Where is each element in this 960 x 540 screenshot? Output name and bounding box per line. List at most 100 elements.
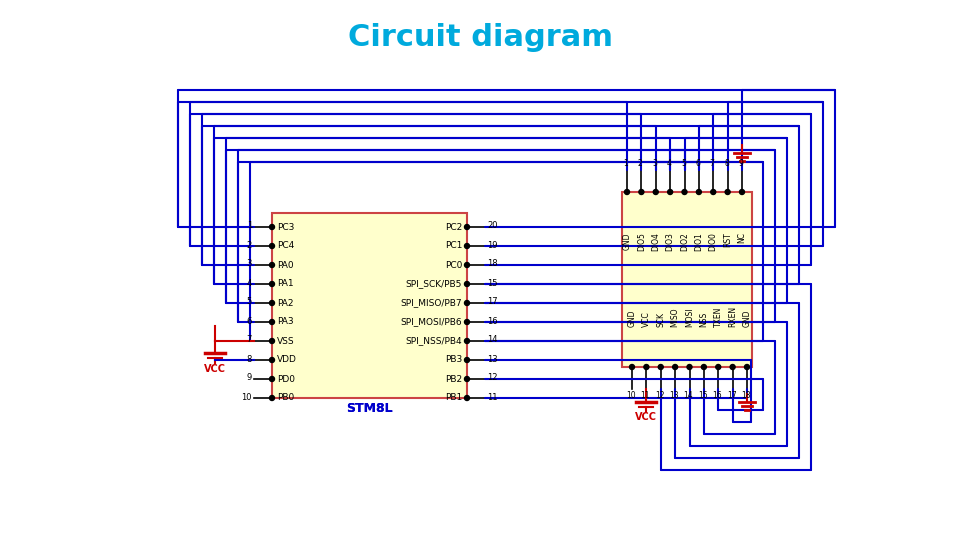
Circle shape [270, 339, 275, 343]
Text: GND: GND [742, 309, 752, 327]
Text: DIO5: DIO5 [636, 232, 646, 251]
Text: 3: 3 [247, 260, 252, 268]
Circle shape [687, 364, 692, 369]
Text: SPI_SCK/PB5: SPI_SCK/PB5 [406, 280, 462, 288]
Circle shape [716, 364, 721, 369]
Circle shape [465, 281, 469, 287]
Text: 7: 7 [247, 335, 252, 345]
Circle shape [644, 364, 649, 369]
Text: PC3: PC3 [277, 222, 295, 232]
Circle shape [625, 190, 630, 194]
Text: 9: 9 [738, 159, 743, 168]
Text: DIO4: DIO4 [651, 232, 660, 251]
Text: PB0: PB0 [277, 394, 295, 402]
Text: 4: 4 [247, 279, 252, 287]
Text: 10: 10 [242, 393, 252, 402]
Circle shape [638, 190, 644, 194]
Text: STM8L: STM8L [347, 402, 393, 415]
Circle shape [270, 300, 275, 306]
Circle shape [696, 190, 702, 194]
Text: 16: 16 [712, 390, 722, 400]
Text: 4: 4 [666, 159, 672, 168]
Text: 15: 15 [487, 279, 497, 287]
Text: PD0: PD0 [277, 375, 295, 383]
Text: PC1: PC1 [444, 241, 462, 251]
Text: 14: 14 [487, 335, 497, 345]
Text: VSS: VSS [277, 336, 295, 346]
Text: DIO3: DIO3 [665, 232, 675, 251]
Text: NC: NC [737, 232, 747, 243]
Circle shape [465, 357, 469, 362]
Circle shape [465, 244, 469, 248]
Text: 12: 12 [487, 374, 497, 382]
Text: Circuit diagram: Circuit diagram [348, 24, 612, 52]
Text: 1: 1 [247, 221, 252, 231]
Text: 13: 13 [487, 354, 497, 363]
Text: VCC: VCC [636, 412, 658, 422]
Text: PA1: PA1 [277, 280, 294, 288]
Text: VCC: VCC [204, 364, 226, 374]
Text: 20: 20 [487, 221, 497, 231]
FancyBboxPatch shape [272, 213, 467, 398]
Text: 3: 3 [652, 159, 658, 168]
Text: MOSI: MOSI [685, 307, 694, 327]
Circle shape [710, 190, 716, 194]
Circle shape [702, 364, 707, 369]
Circle shape [465, 339, 469, 343]
Text: 8: 8 [247, 354, 252, 363]
Circle shape [739, 190, 745, 194]
Text: 12: 12 [655, 390, 664, 400]
Text: GND: GND [628, 309, 636, 327]
Circle shape [653, 190, 659, 194]
Text: VCC: VCC [642, 311, 651, 327]
Circle shape [270, 244, 275, 248]
Text: RXEN: RXEN [728, 306, 737, 327]
Text: 1: 1 [624, 159, 629, 168]
Text: 9: 9 [247, 374, 252, 382]
Text: STM8L: STM8L [347, 402, 393, 415]
Circle shape [731, 364, 735, 369]
Text: 18: 18 [741, 390, 751, 400]
Text: 6: 6 [695, 159, 700, 168]
Text: 11: 11 [640, 390, 650, 400]
Text: 5: 5 [681, 159, 686, 168]
Text: 7: 7 [709, 159, 714, 168]
Text: 17: 17 [727, 390, 736, 400]
Text: 16: 16 [487, 316, 497, 326]
FancyBboxPatch shape [622, 192, 752, 367]
Text: NSS: NSS [700, 312, 708, 327]
Circle shape [673, 364, 678, 369]
Text: 15: 15 [698, 390, 708, 400]
Circle shape [465, 320, 469, 325]
Text: DIO0: DIO0 [708, 232, 718, 251]
Text: PA2: PA2 [277, 299, 294, 307]
Text: DIO2: DIO2 [680, 232, 689, 251]
Text: 17: 17 [487, 298, 497, 307]
Text: TXEN: TXEN [713, 307, 723, 327]
Circle shape [630, 364, 635, 369]
Circle shape [682, 190, 687, 194]
Text: 8: 8 [724, 159, 729, 168]
Text: SPI_MOSI/PB6: SPI_MOSI/PB6 [400, 318, 462, 327]
Text: GND: GND [622, 232, 632, 249]
Circle shape [465, 225, 469, 230]
Circle shape [465, 300, 469, 306]
Text: PB1: PB1 [444, 394, 462, 402]
Text: 2: 2 [638, 159, 643, 168]
Circle shape [465, 262, 469, 267]
Text: PC4: PC4 [277, 241, 295, 251]
Text: 2: 2 [247, 240, 252, 249]
Circle shape [465, 395, 469, 401]
Text: SPI_MISO/PB7: SPI_MISO/PB7 [400, 299, 462, 307]
Text: 14: 14 [684, 390, 693, 400]
Text: PC0: PC0 [444, 260, 462, 269]
Circle shape [667, 190, 673, 194]
Text: 18: 18 [487, 260, 497, 268]
Circle shape [270, 262, 275, 267]
Text: PC2: PC2 [444, 222, 462, 232]
Text: MISO: MISO [671, 307, 680, 327]
Text: PB2: PB2 [444, 375, 462, 383]
Text: DIO1: DIO1 [694, 232, 704, 251]
Text: PB3: PB3 [444, 355, 462, 364]
Circle shape [659, 364, 663, 369]
